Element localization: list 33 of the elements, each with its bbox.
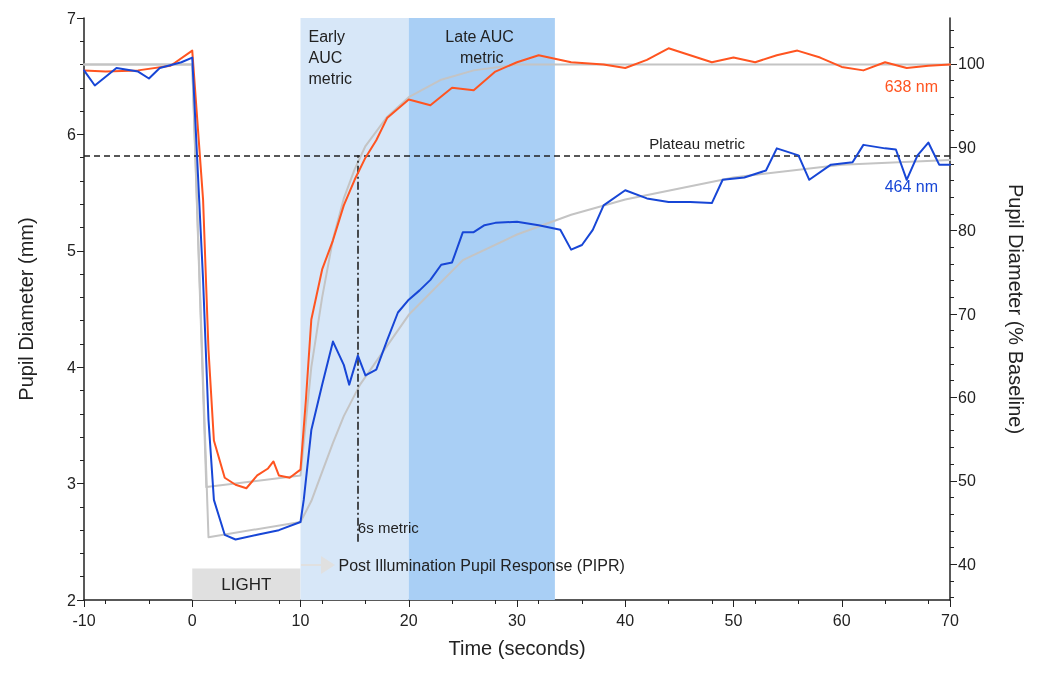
y2-tick-label: 40 bbox=[958, 555, 976, 573]
x-tick-label: -10 bbox=[72, 611, 96, 629]
y2-tick-label: 60 bbox=[958, 388, 976, 406]
x-tick-label: 70 bbox=[941, 611, 959, 629]
y-axis-title: Pupil Diameter (mm) bbox=[15, 217, 37, 401]
x-tick-label: 60 bbox=[832, 611, 851, 629]
band-label: Late AUC metric bbox=[445, 28, 519, 66]
ref-line-label: 6s metric bbox=[357, 518, 420, 536]
x-tick-label: 10 bbox=[291, 611, 310, 629]
y-tick-label: 7 bbox=[67, 9, 77, 27]
series-label: 638 nm bbox=[884, 78, 938, 96]
y2-tick-label: 100 bbox=[958, 55, 985, 73]
x-axis-title: Time (seconds) bbox=[448, 637, 586, 659]
x-tick-label: 0 bbox=[187, 611, 197, 629]
x-tick-label: 50 bbox=[724, 611, 743, 629]
x-tick-label: 40 bbox=[616, 611, 635, 629]
x-tick-label: 20 bbox=[399, 611, 418, 629]
y-tick-label: 3 bbox=[67, 475, 77, 493]
y-tick-label: 2 bbox=[67, 591, 77, 609]
annotation: Post Illumination Pupil Response (PIPR) bbox=[338, 556, 625, 574]
band-label: LIGHT bbox=[221, 574, 272, 594]
series-label: 464 nm bbox=[884, 178, 938, 196]
y2-tick-label: 50 bbox=[958, 472, 976, 490]
band-label: Early AUC metric bbox=[308, 28, 353, 87]
y2-tick-label: 70 bbox=[958, 305, 976, 323]
y2-tick-label: 80 bbox=[958, 222, 976, 240]
y2-axis-title: Pupil Diameter (% Baseline) bbox=[1005, 183, 1027, 435]
y-tick-label: 5 bbox=[67, 242, 77, 260]
y-tick-label: 6 bbox=[67, 125, 77, 143]
ref-line-label: Plateau metric bbox=[649, 135, 746, 153]
y-tick-label: 4 bbox=[67, 358, 77, 376]
y2-tick-label: 90 bbox=[958, 138, 976, 156]
x-tick-label: 30 bbox=[508, 611, 526, 629]
